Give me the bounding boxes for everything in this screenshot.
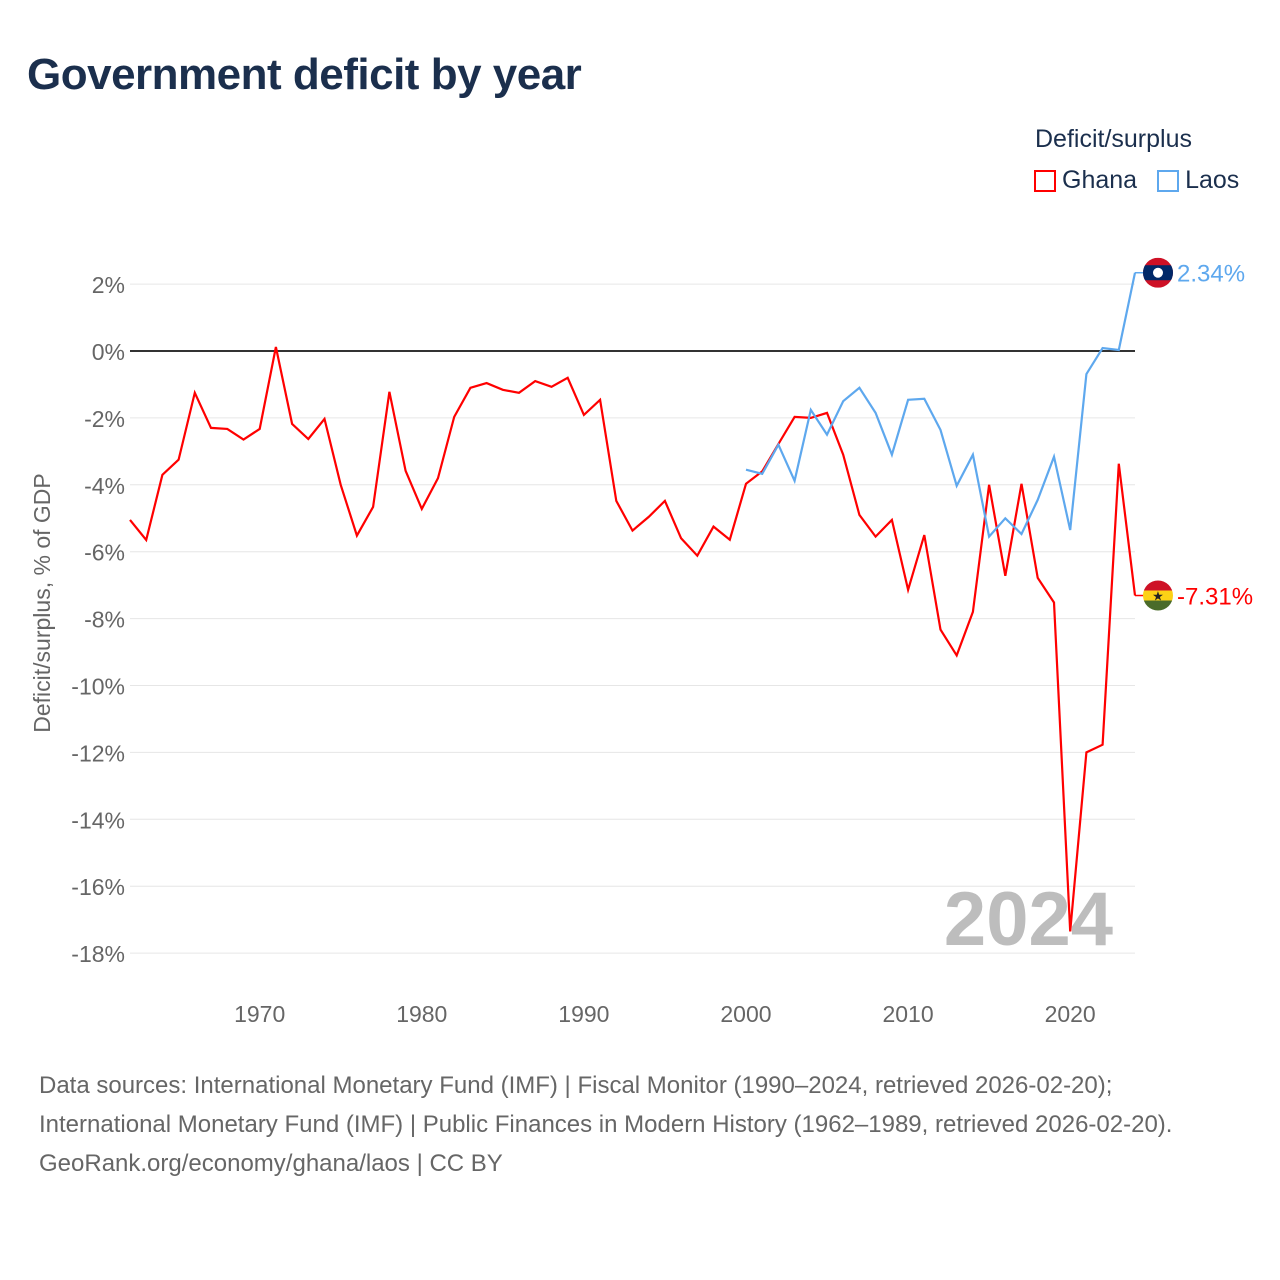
data-sources: Data sources: International Monetary Fun… [39, 1072, 1173, 1138]
legend-item-laos[interactable]: Laos [1157, 166, 1239, 195]
y-tick-label: -10% [71, 674, 125, 700]
x-tick-label: 2020 [1045, 1001, 1096, 1027]
x-tick-label: 2000 [720, 1001, 771, 1027]
year-watermark: 2024 [944, 877, 1113, 962]
chart-title: Government deficit by year [27, 50, 582, 99]
ghana-flag-icon: ★ [1143, 580, 1173, 611]
y-tick-label: -6% [84, 540, 125, 566]
y-tick-label: -18% [71, 941, 125, 967]
legend-title: Deficit/surplus [1035, 125, 1192, 153]
end-value-label-laos: 2.34% [1177, 261, 1245, 288]
y-tick-label: -4% [84, 473, 125, 499]
end-value-label-ghana: -7.31% [1177, 584, 1253, 611]
y-tick-label: -16% [71, 874, 125, 900]
y-tick-label: -12% [71, 740, 125, 766]
attribution-link[interactable]: GeoRank.org/economy/ghana/laos | CC BY [39, 1150, 503, 1177]
y-tick-label: -8% [84, 607, 125, 633]
series-line-ghana [129, 346, 1137, 932]
x-tick-label: 1980 [396, 1001, 447, 1027]
y-tick-label: -2% [84, 406, 125, 432]
y-tick-label: -14% [71, 807, 125, 833]
laos-flag-icon [1143, 257, 1173, 288]
legend-swatch-ghana [1034, 169, 1056, 192]
legend-label-ghana: Ghana [1062, 166, 1138, 194]
x-tick-label: 2010 [882, 1001, 933, 1027]
y-tick-label: 2% [92, 272, 125, 298]
y-axis-label: Deficit/surplus, % of GDP [29, 473, 55, 732]
legend: Ghana Laos [1034, 166, 1239, 195]
legend-item-ghana[interactable]: Ghana [1034, 166, 1137, 195]
svg-text:★: ★ [1152, 589, 1164, 604]
legend-label-laos: Laos [1185, 166, 1240, 194]
y-tick-label: 0% [92, 339, 125, 365]
x-tick-label: 1990 [558, 1001, 609, 1027]
series-line-laos [745, 272, 1137, 539]
line-chart: 2% 0% -2% -4% -6% -8% -10% -12% -14% -16% -18% 1970… [29, 257, 1253, 1027]
legend-swatch-laos [1157, 169, 1180, 192]
footer: Data sources: International Monetary Fun… [39, 1066, 1239, 1183]
x-tick-label: 1970 [234, 1001, 285, 1027]
